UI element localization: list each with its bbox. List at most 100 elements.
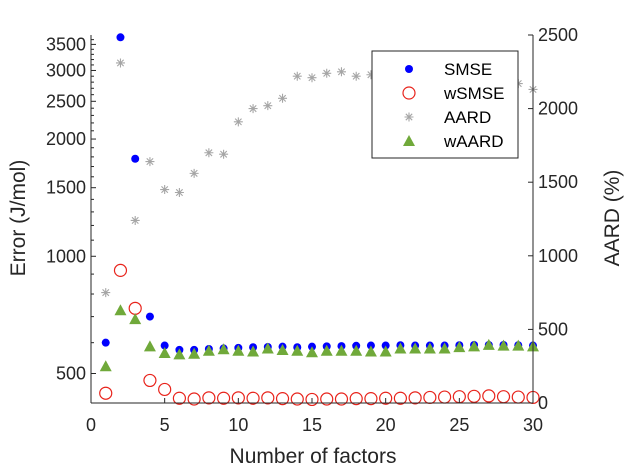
aard-point bbox=[322, 68, 332, 78]
wsmse-point bbox=[187, 392, 201, 406]
aard-point bbox=[219, 149, 229, 159]
legend-label-wsmse: wSMSE bbox=[443, 84, 504, 103]
waard-point bbox=[320, 344, 333, 356]
waard-point bbox=[453, 341, 466, 353]
waard-point bbox=[409, 342, 422, 354]
waard-point bbox=[438, 342, 451, 354]
y-right-tick-label: 2000 bbox=[538, 99, 578, 119]
x-tick-label: 5 bbox=[160, 415, 170, 435]
waard-point bbox=[114, 304, 127, 316]
waard-point bbox=[497, 339, 510, 351]
legend-marker-smse bbox=[405, 65, 413, 73]
waard-point bbox=[99, 360, 112, 372]
waard-point bbox=[232, 344, 245, 356]
y-left-tick-label: 1500 bbox=[46, 178, 86, 198]
aard-point bbox=[115, 58, 125, 68]
waard-point bbox=[350, 344, 363, 356]
wsmse-point bbox=[99, 386, 113, 400]
waard-point bbox=[143, 340, 156, 352]
x-tick-label: 20 bbox=[376, 415, 396, 435]
y-left-tick-label: 1000 bbox=[46, 246, 86, 266]
waard-point bbox=[202, 344, 215, 356]
wsmse-point bbox=[364, 392, 378, 406]
y-right-tick-label: 1000 bbox=[538, 246, 578, 266]
legend-marker-aard bbox=[404, 112, 414, 122]
waard-point bbox=[291, 344, 304, 356]
wsmse-point bbox=[408, 391, 422, 405]
aard-point bbox=[292, 71, 302, 81]
wsmse-point bbox=[393, 391, 407, 405]
aard-point bbox=[174, 188, 184, 198]
wsmse-point bbox=[305, 392, 319, 407]
aard-point bbox=[160, 185, 170, 195]
aard-point bbox=[263, 101, 273, 111]
wsmse-point bbox=[158, 382, 172, 397]
wsmse-point bbox=[246, 391, 260, 405]
aard-point bbox=[145, 157, 155, 167]
aard-point bbox=[248, 104, 258, 114]
smse-point bbox=[131, 154, 140, 163]
aard-point bbox=[204, 148, 214, 158]
wsmse-point bbox=[217, 391, 231, 405]
wsmse-point bbox=[467, 389, 481, 403]
waard-point bbox=[158, 346, 171, 358]
y-left-tick-label: 2500 bbox=[46, 91, 86, 111]
waard-point bbox=[512, 339, 525, 351]
wsmse-point bbox=[379, 391, 393, 405]
aard-point bbox=[233, 117, 243, 127]
wsmse-point bbox=[334, 392, 349, 406]
waard-point bbox=[129, 313, 142, 325]
y-left-tick-label: 2000 bbox=[46, 129, 86, 149]
legend-marker-waard bbox=[403, 135, 415, 146]
wsmse-point bbox=[231, 391, 245, 405]
waard-point bbox=[188, 347, 201, 359]
y-left-tick-label: 3500 bbox=[46, 34, 86, 54]
aard-point bbox=[307, 73, 317, 83]
aard-point bbox=[130, 215, 140, 225]
y-right-tick-label: 0 bbox=[538, 393, 548, 413]
waard-point bbox=[247, 345, 260, 357]
x-tick-label: 15 bbox=[302, 415, 322, 435]
waard-point bbox=[482, 338, 495, 350]
y-right-tick-label: 1500 bbox=[538, 172, 578, 192]
aard-point bbox=[278, 93, 288, 103]
y-right-tick-label: 500 bbox=[538, 319, 568, 339]
wsmse-point bbox=[275, 392, 290, 406]
waard-point bbox=[261, 342, 274, 354]
smse-point bbox=[101, 338, 110, 347]
waard-point bbox=[217, 343, 230, 355]
wsmse-point bbox=[290, 392, 304, 406]
wsmse-point bbox=[143, 373, 157, 388]
y-right-tick-label: 2500 bbox=[538, 25, 578, 45]
y-right-axis-title: AARD (%) bbox=[601, 170, 624, 267]
aard-point bbox=[366, 70, 376, 80]
aard-point bbox=[189, 168, 199, 178]
wsmse-point bbox=[172, 391, 186, 405]
waard-point bbox=[335, 344, 348, 356]
legend-label-waard: wAARD bbox=[443, 132, 504, 151]
wsmse-point bbox=[202, 391, 216, 405]
legend-marker-wsmse bbox=[402, 86, 416, 100]
y-left-axis-title: Error (J/mol) bbox=[7, 160, 30, 277]
legend: SMSE wSMSE AARD wAARD bbox=[371, 50, 519, 159]
x-tick-label: 25 bbox=[449, 415, 469, 435]
waard-point bbox=[173, 348, 186, 360]
axes: 0 5 10 15 20 25 30 500 1000 1500 2000 2500 3000 3500 0… bbox=[46, 25, 578, 435]
y-left-tick-label: 3000 bbox=[46, 60, 86, 80]
wsmse-point bbox=[482, 389, 496, 403]
series-waard bbox=[99, 304, 539, 372]
waard-point bbox=[306, 346, 318, 358]
x-tick-label: 10 bbox=[228, 415, 248, 435]
wsmse-point bbox=[320, 392, 334, 406]
legend-label-aard: AARD bbox=[444, 108, 491, 127]
x-tick-label: 0 bbox=[86, 415, 96, 435]
smse-point bbox=[160, 341, 169, 350]
waard-point bbox=[468, 340, 481, 352]
aard-point bbox=[351, 71, 361, 81]
legend-box bbox=[371, 50, 519, 159]
x-axis-title: Number of factors bbox=[230, 445, 397, 468]
waard-point bbox=[276, 344, 289, 356]
legend-label-smse: SMSE bbox=[444, 60, 492, 79]
